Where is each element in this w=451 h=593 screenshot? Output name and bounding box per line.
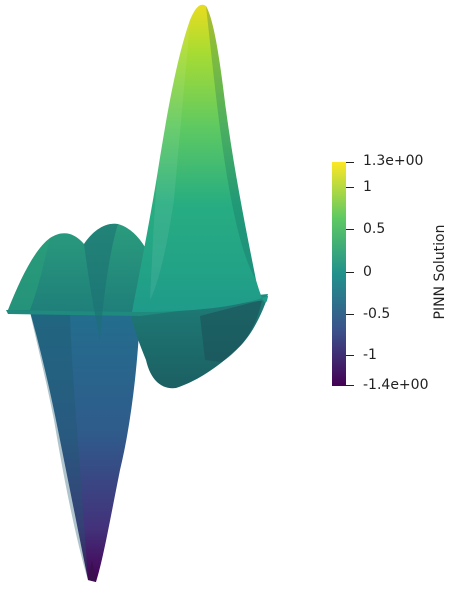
tick-mark	[346, 385, 354, 386]
colorbar-gradient	[332, 162, 346, 386]
colorbar	[332, 162, 346, 386]
colorbar-tick-label: 1	[363, 179, 372, 195]
colorbar-tick-label: 1.3e+00	[363, 153, 424, 169]
tick-mark	[346, 314, 354, 315]
colorbar-tick-label: -0.5	[363, 306, 391, 322]
colorbar-tick-label: 0	[363, 264, 372, 280]
colorbar-tick-label: -1	[363, 347, 377, 363]
small-bumps	[8, 223, 150, 340]
tick-mark	[346, 272, 354, 273]
positive-peak	[132, 4, 268, 313]
valley-surface	[130, 296, 268, 389]
tick-mark	[346, 355, 354, 356]
negative-trough	[30, 312, 140, 582]
colorbar-tick-label: 0.5	[363, 221, 386, 237]
colorbar-tick-label: -1.4e+00	[363, 377, 429, 393]
tick-mark	[346, 187, 354, 188]
colorbar-title: PINN Solution	[432, 224, 448, 320]
tick-mark	[346, 229, 354, 230]
tick-mark	[346, 162, 354, 163]
